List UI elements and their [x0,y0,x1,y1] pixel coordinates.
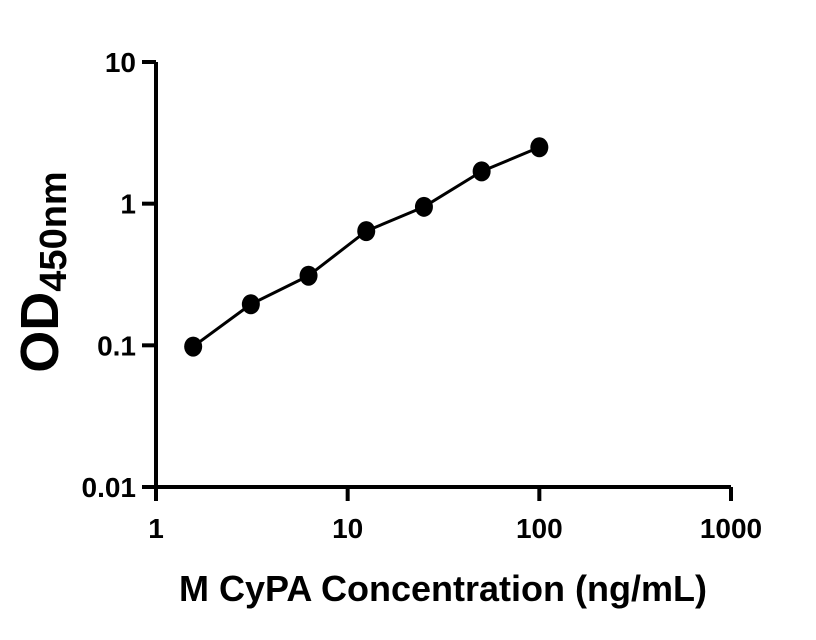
y-tick-label: 10 [105,47,136,78]
y-tick-label: 1 [120,189,136,220]
data-point-marker [299,265,318,286]
x-axis-title: M CyPA Concentration (ng/mL) [179,568,707,609]
data-point-marker [241,294,260,315]
plot-area: 10 1 0.1 0.01 1 10 100 1000 [82,47,763,544]
y-axis-title-sub: 450nm [33,171,75,291]
data-point-marker [530,137,549,158]
data-point-marker [414,196,433,217]
y-tick-label: 0.1 [97,330,136,361]
data-point-marker [357,221,376,242]
x-tick-label: 1 [148,513,164,544]
x-tick-label: 1000 [700,513,762,544]
y-tick-label: 0.01 [82,472,137,503]
x-tick-label: 10 [332,513,363,544]
data-point-marker [472,161,491,182]
data-point-marker [184,336,203,357]
x-tick-label: 100 [516,513,563,544]
y-axis-title-main: OD [10,292,70,373]
y-axis-title: OD450nm [10,171,75,372]
